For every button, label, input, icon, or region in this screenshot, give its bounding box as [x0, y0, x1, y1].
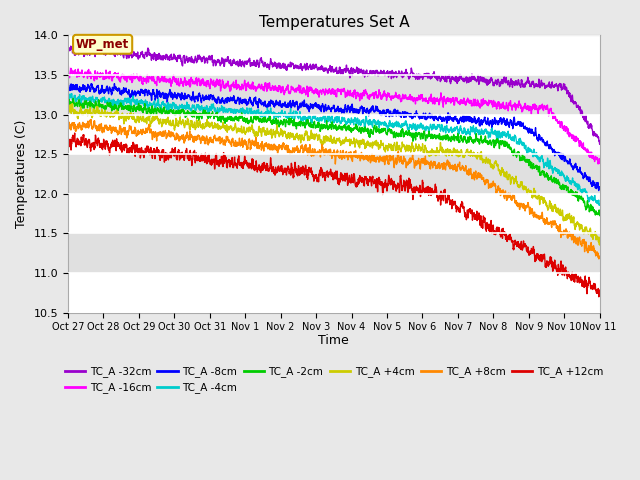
Text: WP_met: WP_met: [76, 38, 129, 51]
Legend: TC_A -32cm, TC_A -16cm, TC_A -8cm, TC_A -4cm, TC_A -2cm, TC_A +4cm, TC_A +8cm, T: TC_A -32cm, TC_A -16cm, TC_A -8cm, TC_A …: [61, 362, 607, 397]
Bar: [68, 194, 600, 233]
Bar: [68, 115, 600, 154]
Bar: [68, 75, 600, 115]
Title: Temperatures Set A: Temperatures Set A: [259, 15, 409, 30]
X-axis label: Time: Time: [319, 334, 349, 347]
Bar: [68, 154, 600, 194]
Bar: [68, 36, 600, 75]
Bar: [68, 233, 600, 273]
Y-axis label: Temperatures (C): Temperatures (C): [15, 120, 28, 228]
Bar: [68, 273, 600, 312]
